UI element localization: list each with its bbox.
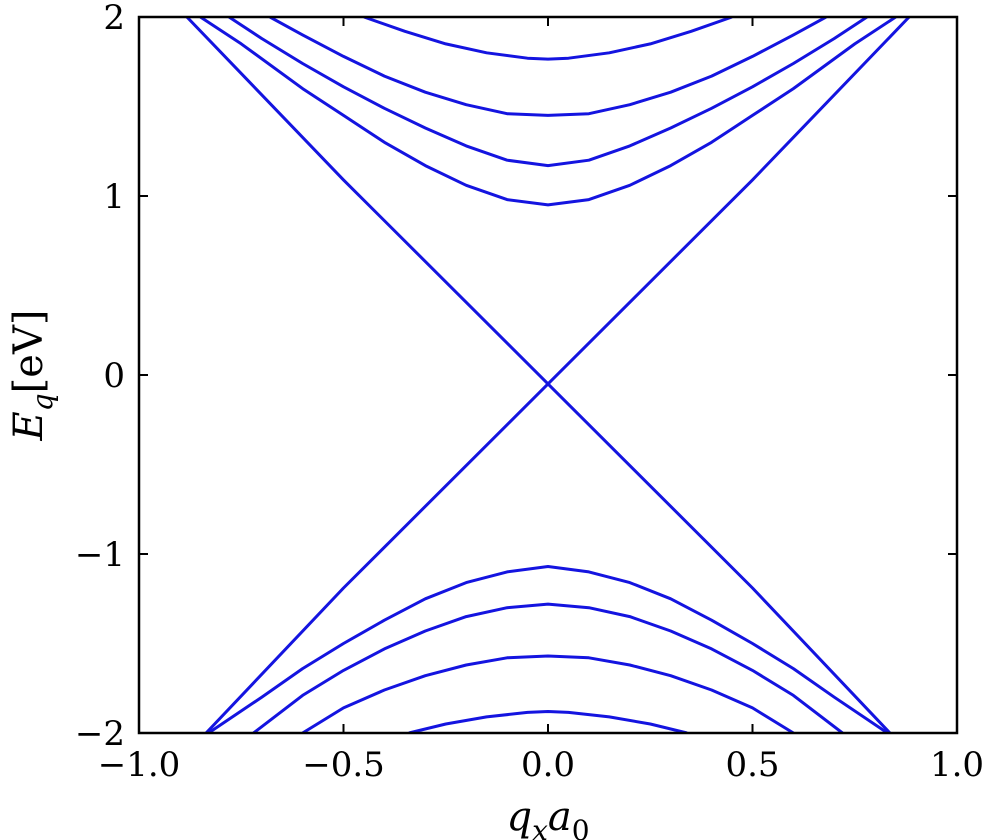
x-tick-label: 0.0 (521, 745, 575, 785)
tick-layer: −1.0 −0.5 0.0 0.5 1.0 −2 −1 0 1 2 (75, 0, 984, 785)
band-line-5 (199, 17, 897, 207)
x-tick-label: 0.5 (725, 745, 779, 785)
y-tick-label: 2 (103, 0, 125, 38)
band-line-7 (269, 17, 827, 117)
x-axis-label-sub-0: 0 (572, 814, 590, 840)
band-line-12 (408, 710, 688, 733)
x-axis-label: qxa0 (506, 794, 589, 840)
band-line-4 (546, 382, 891, 733)
band-line-11 (301, 654, 795, 733)
y-axis-label-sub-q: q (26, 393, 59, 411)
x-tick-label: 1.0 (930, 745, 984, 785)
x-axis-label-a: a (548, 794, 572, 840)
band-line-9 (207, 565, 889, 733)
band-line-10 (252, 602, 844, 733)
x-tick-label: −1.0 (98, 745, 181, 785)
y-tick-label: 0 (103, 356, 125, 396)
band-line-8 (363, 17, 733, 61)
y-tick-label: −1 (75, 535, 125, 575)
y-tick-label: −2 (75, 714, 125, 754)
x-axis-label-sub-x: x (532, 814, 548, 840)
series-layer (185, 17, 911, 733)
y-axis-label: Eq[eV] (6, 310, 59, 442)
y-axis-label-unit: [eV] (6, 310, 52, 394)
x-axis-label-q: q (506, 794, 532, 840)
band-line-3 (205, 382, 550, 733)
x-tick-label: −0.5 (302, 745, 385, 785)
y-tick-label: 1 (103, 177, 125, 217)
plot-frame (137, 15, 959, 735)
band-line-1 (185, 17, 550, 385)
band-line-6 (228, 17, 868, 168)
y-axis-label-e: E (6, 411, 52, 441)
band-line-2 (546, 17, 911, 385)
